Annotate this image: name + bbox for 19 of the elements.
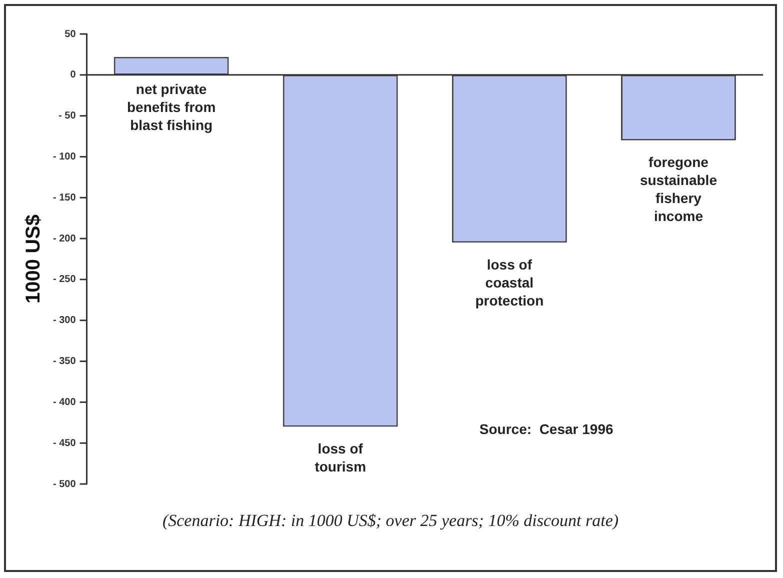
- x-tick-label: loss of coastal protection: [475, 256, 544, 308]
- x-tick-label: foregone sustainable fishery income: [640, 154, 718, 224]
- y-tick-label: - 100: [52, 151, 76, 162]
- y-tick-label: - 200: [52, 233, 76, 244]
- y-tick-label: - 450: [52, 438, 76, 449]
- y-tick-label: - 150: [52, 192, 76, 204]
- text: (Scenario: HIGH: in 1000 US$; over 25 years; 10% discount rate): [161, 511, 620, 531]
- annotation: Source: Cesar 1996: [479, 420, 614, 437]
- y-tick-label: 50: [64, 28, 76, 40]
- y-tick-label: - 50: [58, 110, 76, 122]
- y-tick-label: - 300: [52, 315, 76, 326]
- x-tick-label: net private benefits from blast fishing: [126, 80, 216, 133]
- y-tick-label: - 250: [52, 274, 76, 286]
- x-tick-label: loss of tourism: [314, 440, 366, 475]
- y-axis-title: 1000 US$: [22, 214, 45, 304]
- y-tick-label: - 350: [52, 356, 76, 368]
- y-tick-label: - 500: [52, 478, 76, 490]
- y-tick-label: 0: [70, 70, 76, 81]
- y-tick-label: - 400: [52, 396, 76, 408]
